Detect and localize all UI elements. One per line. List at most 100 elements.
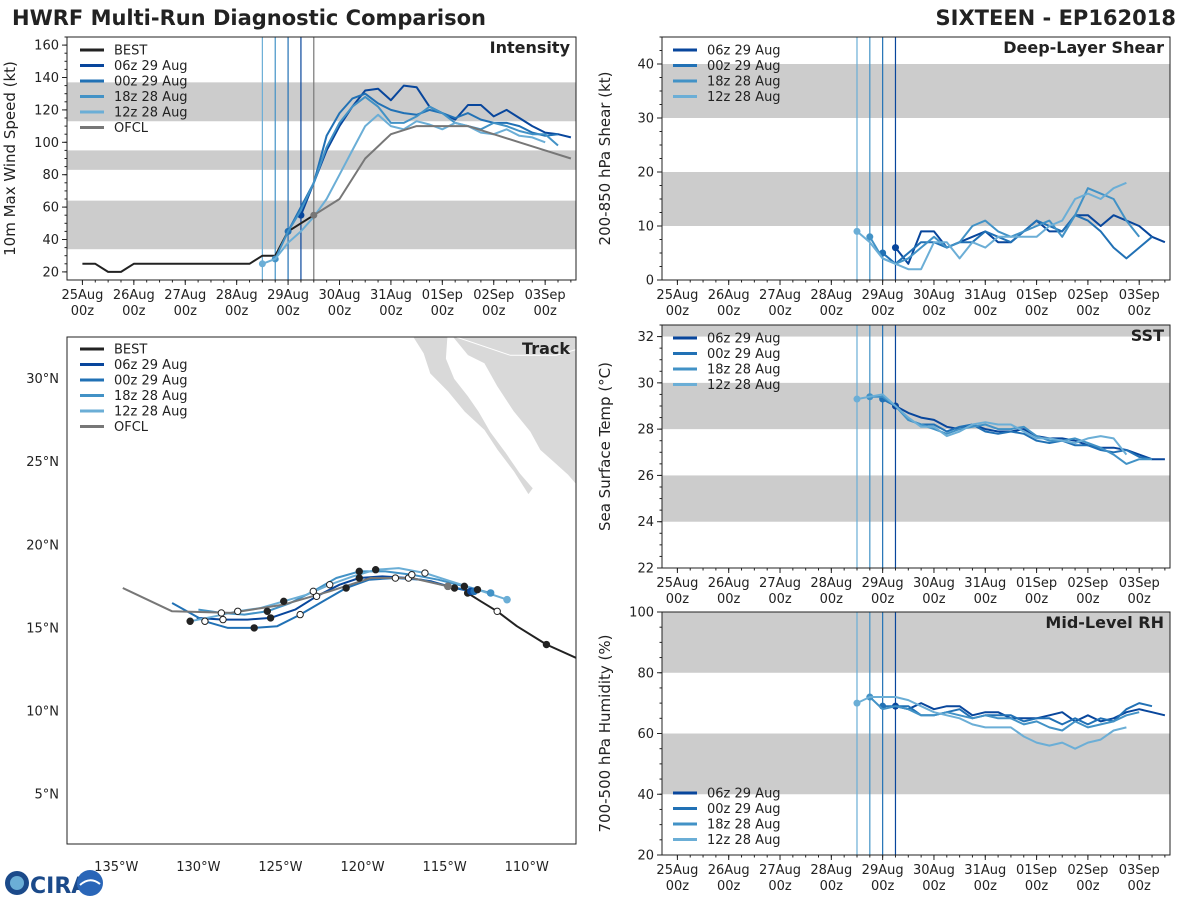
rh-panel-title: Mid-Level RH: [1045, 613, 1164, 632]
track-marker-12z-28-aug: [234, 607, 242, 615]
intensity-xtick-label-date: 29Aug: [267, 288, 309, 303]
intensity-legend-label-06z-29-aug: 06z 29 Aug: [114, 59, 188, 74]
track-lon-label: 120°W: [340, 860, 384, 875]
intensity-xtick-label-time: 00z: [225, 304, 249, 319]
track-marker-18z-28-aug: [309, 587, 317, 596]
storm-id: SIXTEEN - EP162018: [936, 6, 1176, 30]
track-marker-12z-28-aug: [421, 569, 429, 577]
sst-band: [662, 475, 1170, 522]
shear-band: [662, 64, 1170, 118]
intensity-ytick-label: 60: [42, 201, 59, 216]
rh-legend-label-00z-29-aug: 00z 29 Aug: [707, 802, 781, 817]
track-panel-title: Track: [522, 339, 570, 358]
rh-series-12z-28-aug: [856, 696, 1127, 750]
intensity-xtick-label-time: 00z: [533, 304, 557, 319]
rh-init-point-12z-28-aug: [853, 699, 861, 707]
rh-xtick-label-time: 00z: [717, 879, 741, 894]
rh-xtick-label-date: 01Sep: [1016, 863, 1057, 878]
track-init-point-12z-28-aug: [503, 595, 511, 604]
land-layer: [412, 337, 576, 496]
sst-legend-label-18z-28-aug: 18z 28 Aug: [707, 363, 781, 378]
shear-xtick-label-time: 00z: [871, 304, 895, 319]
rh-xtick-label-date: 03Sep: [1119, 863, 1160, 878]
shear-init-point-18z-28-aug: [866, 233, 874, 241]
intensity-xtick-label-date: 28Aug: [216, 288, 258, 303]
track-lat-label: 10°N: [26, 705, 59, 720]
shear-ytick-label: 0: [646, 274, 654, 289]
sst-xtick-label-time: 00z: [922, 592, 946, 607]
shear-ylabel: 200-850 hPa Shear (kt): [596, 72, 614, 246]
sst-xtick-label-date: 27Aug: [759, 576, 801, 591]
intensity-ytick-label: 20: [42, 265, 59, 280]
track-panel: 135°W 130°W 125°W 120°W 115°W 110°W 5°N 10°N 15°…: [26, 336, 577, 875]
rh-xtick-label-time: 00z: [1128, 879, 1152, 894]
shear-panel-title: Deep-Layer Shear: [1003, 38, 1164, 57]
track-init-point-18z-28-aug: [486, 589, 495, 597]
track-legend-label-12z-28-aug: 12z 28 Aug: [114, 405, 188, 420]
sst-xtick-label-time: 00z: [717, 592, 741, 607]
sst-xtick-label-time: 00z: [820, 592, 844, 607]
track-marker-00z-29-aug: [391, 574, 400, 582]
shear-xtick-label-time: 00z: [1076, 304, 1100, 319]
rh-xtick-label-time: 00z: [922, 879, 946, 894]
sst-ytick-label: 26: [637, 469, 654, 484]
intensity-xtick-label-date: 25Aug: [61, 288, 103, 303]
track-legend-label-best: BEST: [114, 343, 147, 358]
sst-xtick-label-time: 00z: [871, 592, 895, 607]
track-marker-12z-28-aug: [280, 597, 288, 606]
track-marker-18z-28-aug: [408, 571, 416, 579]
track-legend-label-00z-29-aug: 00z 29 Aug: [114, 374, 188, 389]
rh-xtick-label-time: 00z: [666, 879, 690, 894]
track-lat-label: 15°N: [26, 621, 59, 636]
sst-xtick-label-date: 30Aug: [913, 576, 955, 591]
intensity-xtick-label-time: 00z: [71, 304, 95, 319]
intensity-legend-label-ofcl: OFCL: [114, 121, 149, 136]
intensity-xtick-label-date: 31Aug: [370, 288, 412, 303]
shear-xtick-label-time: 00z: [666, 304, 690, 319]
sst-xtick-label-time: 00z: [1025, 592, 1049, 607]
intensity-legend-label-best: BEST: [114, 44, 147, 59]
sst-xtick-label-time: 00z: [974, 592, 998, 607]
track-lat-label: 25°N: [26, 455, 59, 470]
sst-frame: [661, 324, 1171, 569]
baja-california-land: [412, 337, 534, 496]
shear-legend-label-00z-29-aug: 00z 29 Aug: [707, 59, 781, 74]
sst-xtick-label-time: 00z: [1128, 592, 1152, 607]
rh-legend-label-12z-28-aug: 12z 28 Aug: [707, 833, 781, 848]
intensity-ytick-label: 120: [34, 103, 59, 118]
sst-xtick-label-time: 00z: [666, 592, 690, 607]
track-marker-00z-29-aug: [296, 610, 304, 619]
sst-panel-title: SST: [1131, 326, 1164, 345]
track-marker-12z-28-aug: [473, 585, 482, 594]
rh-xtick-label-date: 26Aug: [708, 863, 750, 878]
rh-xtick-label-date: 28Aug: [810, 863, 852, 878]
shear-xtick-label-date: 26Aug: [708, 288, 750, 303]
track-lat-label: 30°N: [26, 372, 59, 387]
intensity-ytick-label: 80: [42, 168, 59, 183]
sst-ylabel: Sea Surface Temp (°C): [596, 362, 614, 531]
rh-xtick-label-time: 00z: [768, 879, 792, 894]
sst-xtick-label-date: 01Sep: [1016, 576, 1057, 591]
rh-xtick-label-time: 00z: [871, 879, 895, 894]
shear-panel: 01020304025Aug00z26Aug00z27Aug00z28Aug00…: [596, 36, 1171, 319]
intensity-xtick-label-date: 03Sep: [525, 288, 566, 303]
rh-band: [662, 612, 1170, 673]
shear-xtick-label-date: 27Aug: [759, 288, 801, 303]
shear-xtick-label-time: 00z: [717, 304, 741, 319]
sst-xtick-label-date: 26Aug: [708, 576, 750, 591]
sst-legend-label-00z-29-aug: 00z 29 Aug: [707, 347, 781, 362]
shear-legend-label-12z-28-aug: 12z 28 Aug: [707, 90, 781, 105]
logo-satellite-icon: [77, 870, 103, 896]
rh-xtick-label-date: 25Aug: [656, 863, 698, 878]
track-marker-00z-29-aug: [250, 624, 258, 632]
track-lon-label: 110°W: [505, 860, 549, 875]
intensity-ytick-label: 100: [34, 136, 59, 151]
rh-xtick-label-time: 00z: [1025, 879, 1049, 894]
track-marker-06z-29-aug: [450, 584, 459, 592]
shear-xtick-label-date: 01Sep: [1016, 288, 1057, 303]
shear-series-12z-28-aug: [856, 181, 1127, 271]
intensity-panel-title: Intensity: [490, 38, 571, 57]
intensity-xtick-label-time: 00z: [482, 304, 506, 319]
sst-ytick-label: 28: [637, 423, 654, 438]
